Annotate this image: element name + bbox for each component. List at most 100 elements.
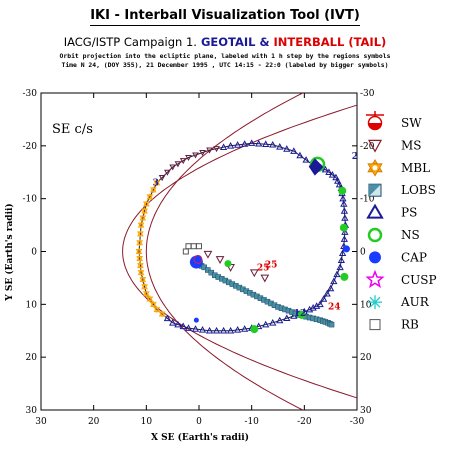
- ps-marker: [302, 156, 310, 163]
- x-tick-label: -30: [350, 417, 365, 427]
- ms-marker: [169, 164, 177, 171]
- legend-label: SW: [401, 116, 422, 130]
- sun-lower-half: [368, 123, 382, 130]
- ps-marker: [184, 324, 193, 331]
- mbl-marker: [137, 263, 144, 270]
- star-shape: [365, 269, 385, 288]
- ps-marker: [336, 263, 344, 271]
- cap-marker: [342, 245, 350, 253]
- ps-marker: [198, 326, 207, 333]
- ps-marker: [233, 326, 242, 333]
- circle-shape: [369, 251, 381, 264]
- hour-label: 25: [257, 264, 270, 274]
- sw-sun-icon: [366, 111, 384, 131]
- y-tick-label-right: 20: [360, 353, 372, 363]
- ps-marker: [290, 147, 298, 154]
- filled-circle-icon: [369, 251, 381, 264]
- lobs-marker: [328, 321, 335, 328]
- hour-label: 12: [294, 309, 307, 319]
- mbl-marker: [142, 291, 150, 298]
- mbl-marker: [139, 277, 147, 284]
- y-tick-label-right: -20: [360, 142, 375, 152]
- x-tick-label: -20: [297, 417, 312, 427]
- ps-marker: [283, 145, 291, 152]
- ps-marker: [335, 180, 344, 188]
- ps-marker: [255, 139, 263, 147]
- triangle-up-icon: [366, 203, 384, 219]
- tool-title: IKI - Interball Visualization Tool (IVT): [90, 8, 360, 26]
- info-line-1: Orbit projection into the ecliptic plane…: [59, 52, 391, 60]
- legend-label: CUSP: [401, 273, 437, 287]
- ps-marker: [341, 228, 349, 235]
- hour-label: 25: [265, 260, 278, 270]
- ps-marker: [276, 143, 284, 150]
- axis-ticks: 30 20 10 0 -10 -20 -30 -30 -30 -20 -20 -10 -10 0 0 10 10…: [23, 89, 375, 427]
- y-tick-label-right: -30: [360, 89, 375, 99]
- y-tick-label-right: 10: [360, 300, 372, 310]
- ps-marker: [321, 165, 330, 173]
- ps-marker: [340, 207, 349, 214]
- ps-marker: [330, 277, 338, 285]
- ps-marker: [334, 177, 342, 184]
- ps-marker: [205, 326, 214, 334]
- ns-marker: [340, 272, 349, 281]
- ps-marker: [169, 318, 177, 326]
- ps-marker: [179, 322, 187, 330]
- mbl-marker: [141, 284, 148, 291]
- star-icon: [365, 269, 385, 288]
- y-tick-label: -20: [23, 142, 38, 152]
- legend-label: RB: [401, 318, 419, 332]
- triangle-shape: [366, 203, 384, 219]
- ns-marker: [339, 223, 348, 232]
- legend-label: PS: [401, 206, 417, 220]
- ns-marker: [297, 310, 306, 319]
- ps-marker: [262, 140, 270, 147]
- y-tick-label: 30: [26, 406, 38, 416]
- legend-item-rb: RB: [369, 318, 419, 332]
- rb-marker: [196, 243, 202, 250]
- ps-marker: [233, 141, 242, 148]
- campaign-line: IACG/ISTP Campaign 1. GEOTAIL & INTERBAL…: [0, 35, 450, 49]
- mbl-marker: [153, 180, 161, 187]
- y-tick-label: 10: [26, 300, 38, 310]
- ps-marker: [283, 314, 291, 321]
- legend-label: LOBS: [401, 183, 436, 197]
- info-line-2: Time N 24, (DOY 355), 21 December 1995 ,…: [61, 61, 389, 69]
- mbl-marker: [146, 194, 154, 201]
- legend-item-mbl: MBL: [367, 159, 430, 177]
- magnetopause-curve: [145, 93, 304, 410]
- campaign-label: IACG/ISTP Campaign 1.: [63, 35, 197, 49]
- legend-label: CAP: [401, 250, 427, 264]
- mission-a-label: GEOTAIL: [200, 35, 256, 49]
- ps-marker: [219, 326, 228, 334]
- mbl-marker: [150, 301, 157, 308]
- ring-shape: [367, 227, 383, 243]
- ps-marker: [226, 142, 235, 149]
- ms-marker: [164, 169, 171, 176]
- ms-marker: [213, 146, 220, 153]
- ps-marker: [240, 140, 249, 147]
- ms-hour-marker: [215, 256, 225, 264]
- square-icon: [369, 319, 381, 331]
- mbl-marker: [139, 215, 147, 222]
- ns-marker: [338, 186, 347, 195]
- ps-marker: [226, 326, 235, 334]
- ps-marker: [316, 300, 324, 308]
- ps-marker: [341, 214, 349, 221]
- mbl-marker: [158, 311, 166, 318]
- hour-label: 21: [352, 152, 365, 162]
- ms-marker: [206, 147, 213, 154]
- ps-marker: [340, 235, 349, 242]
- y-tick-label: -10: [23, 195, 38, 205]
- y-tick-label: -30: [23, 89, 38, 99]
- geotail-orbit-line: [138, 142, 346, 332]
- marker-layer: 3 25 24 21 25 12: [135, 139, 365, 334]
- x-tick-label: 30: [35, 417, 47, 427]
- mbl-marker: [153, 307, 161, 314]
- legend-label: MBL: [401, 161, 430, 175]
- rb-marker: [185, 243, 192, 250]
- ms-marker: [158, 175, 166, 182]
- legend-item-ms: MS: [367, 138, 422, 153]
- ps-marker: [219, 143, 228, 150]
